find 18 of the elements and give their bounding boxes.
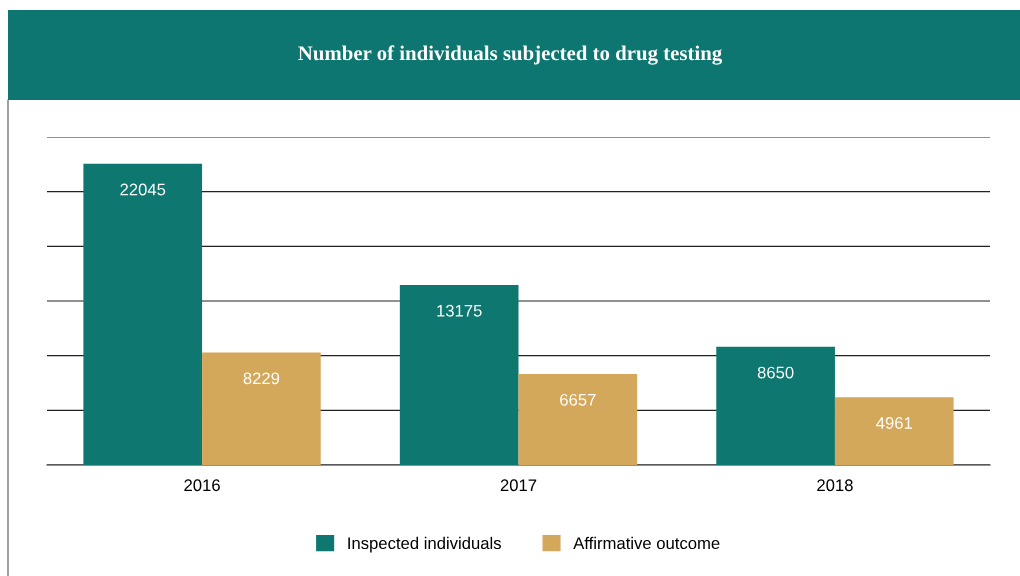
data-label: 4961 [876, 417, 912, 429]
bar [399, 284, 519, 465]
bar [202, 352, 321, 465]
data-label: 22045 [120, 183, 166, 196]
data-label: 6657 [560, 393, 596, 406]
chart-title: Number of individuals subjected to drug testing [298, 45, 723, 65]
legend-label: Affirmative outcome [573, 536, 720, 550]
bar [716, 346, 835, 465]
legend-label: Inspected individuals [348, 536, 501, 553]
bar [518, 374, 638, 465]
bar [83, 163, 203, 465]
data-label: 13175 [437, 304, 482, 317]
data-label: 8229 [243, 372, 280, 385]
bar [834, 397, 954, 465]
data-label: 8650 [757, 366, 794, 379]
x-tick-label: 2018 [817, 479, 853, 492]
x-tick-label: 2016 [184, 479, 220, 492]
x-tick-label: 2017 [500, 479, 537, 492]
